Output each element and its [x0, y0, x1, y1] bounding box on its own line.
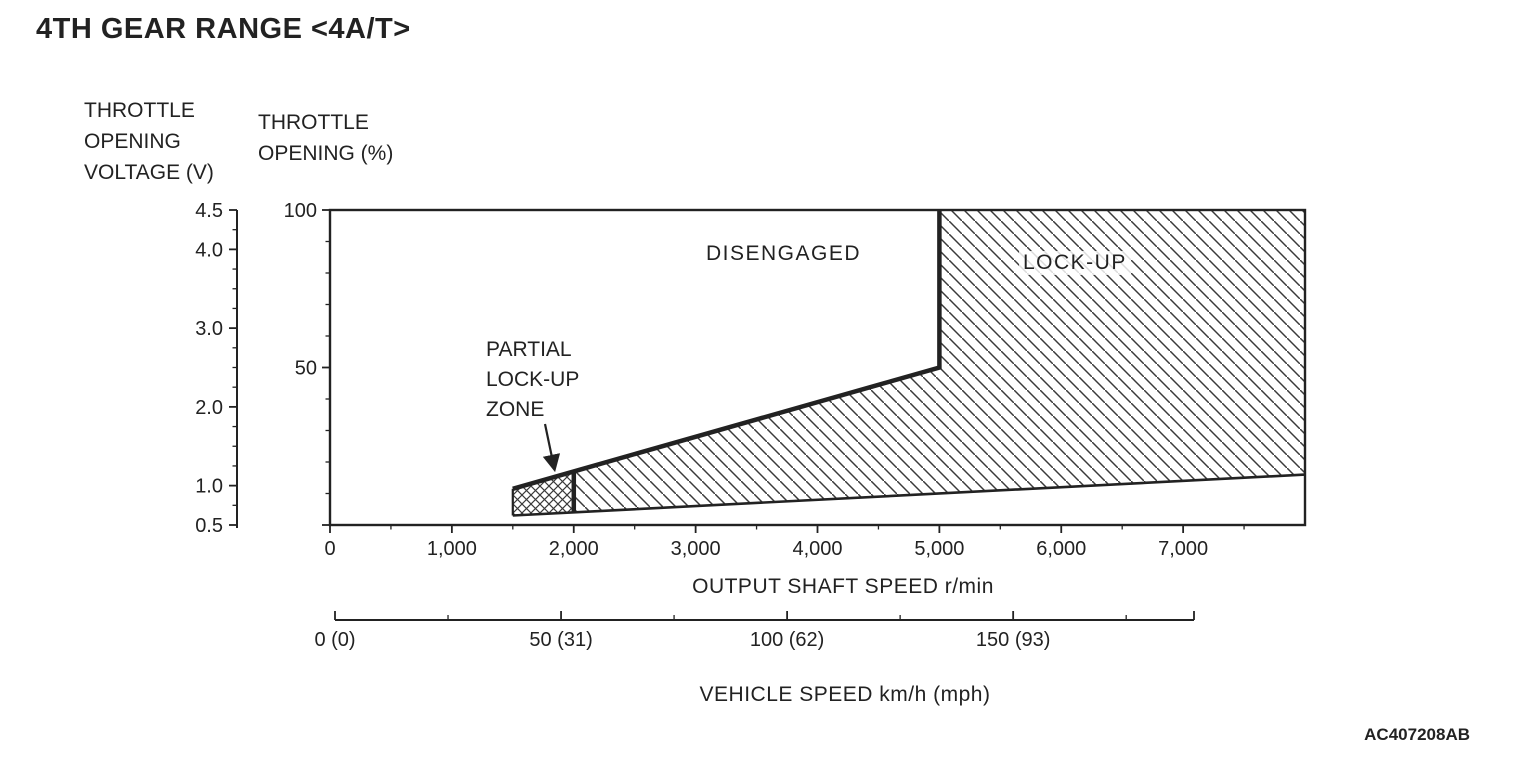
tick-label: 4,000: [792, 538, 842, 560]
throttle-percent-axis-ticks: 50 100: [284, 200, 330, 526]
tick-label: 100 (62): [750, 629, 825, 651]
tick-label: 1,000: [427, 538, 477, 560]
vehicle-speed-axis-title: VEHICLE SPEED km/h (mph): [699, 683, 991, 706]
percent-axis-title: THROTTLE OPENING (%): [258, 111, 394, 165]
partial-lockup-region-fill: [512, 471, 574, 516]
tick-label: 4.0: [195, 239, 223, 261]
tick-label: 0: [324, 538, 335, 560]
tick-label: 2.0: [195, 397, 223, 419]
tick-label: 2,000: [549, 538, 599, 560]
tick-label: 100: [284, 200, 317, 222]
region-label-disengaged: DISENGAGED: [706, 242, 862, 265]
partial-zone-pointer-arrow: [542, 423, 561, 473]
tick-label: 4.5: [195, 200, 223, 222]
lockup-release-boundary: [512, 473, 1306, 517]
tick-label: 1.0: [195, 476, 223, 498]
figure-title: 4TH GEAR RANGE <4A/T>: [36, 13, 411, 45]
tick-label: 3,000: [671, 538, 721, 560]
throttle-voltage-axis: 0.5 1.0 2.0 3.0 4.0 4.5: [195, 200, 238, 537]
tick-label: 7,000: [1158, 538, 1208, 560]
document-code: AC407208AB: [1364, 725, 1470, 744]
lockup-engage-boundary: [512, 210, 942, 491]
tick-label: 3.0: [195, 318, 223, 340]
tick-label: 0.5: [195, 515, 223, 537]
output-shaft-axis-ticks: 0 1,000 2,000 3,000 4,000 5,000 6,000 7,000: [324, 525, 1245, 560]
tick-label: 6,000: [1036, 538, 1086, 560]
region-label-lockup: LOCK-UP: [1019, 251, 1131, 275]
vehicle-speed-axis: 0 (0) 50 (31) 100 (62) 150 (93): [314, 611, 1195, 651]
tick-label: 50 (31): [529, 629, 592, 651]
voltage-axis-title: THROTTLE OPENING VOLTAGE (V): [84, 99, 214, 184]
tick-label: 50: [295, 358, 317, 380]
tick-label: 5,000: [914, 538, 964, 560]
output-shaft-axis-title: OUTPUT SHAFT SPEED r/min: [692, 575, 994, 598]
region-label-partial-lockup-zone: PARTIAL LOCK-UP ZONE: [486, 338, 580, 421]
tick-label: 150 (93): [976, 629, 1051, 651]
tick-label: 0 (0): [314, 629, 355, 651]
